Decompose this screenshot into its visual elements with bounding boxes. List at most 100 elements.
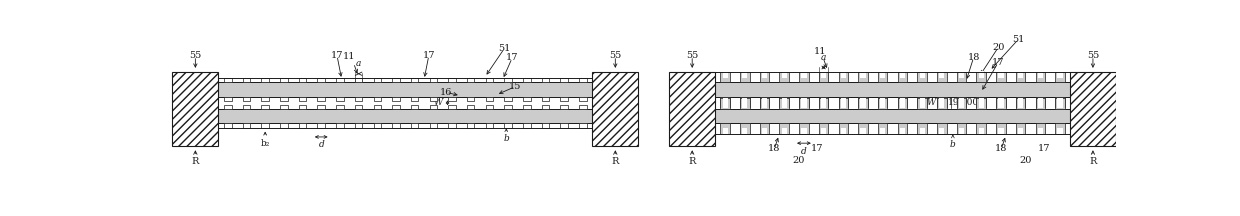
Bar [1038,98,1043,105]
Bar [939,98,945,105]
Bar [1016,97,1025,107]
Bar [1038,101,1043,108]
Bar [317,123,325,128]
Bar [978,127,983,134]
Bar [542,78,549,83]
Text: a: a [821,53,826,62]
Text: 18: 18 [967,53,980,62]
Bar [800,98,808,109]
Bar [898,98,908,109]
Text: d: d [801,146,807,156]
Bar [579,78,587,83]
Bar [781,71,787,78]
Bar [880,98,885,105]
Bar [486,105,494,109]
Bar [523,123,531,128]
Bar [821,98,826,105]
Bar [998,98,1003,105]
Bar [373,97,381,101]
Text: W: W [926,98,936,107]
Bar [900,71,905,78]
Text: b: b [503,134,510,143]
Bar [1016,72,1025,83]
Bar [593,73,639,146]
Bar [410,105,418,109]
Bar [841,71,846,78]
Bar [780,97,789,107]
Bar [878,123,888,134]
Bar [841,127,846,134]
Text: 19: 19 [947,98,959,107]
Text: 17: 17 [1038,144,1050,153]
Text: 20: 20 [992,43,1004,52]
Bar [878,72,888,83]
Bar [996,98,1006,109]
Text: 17: 17 [331,51,343,60]
Bar [861,98,866,105]
Bar [937,98,946,109]
Bar [392,78,399,83]
Bar [959,71,965,78]
Bar [243,105,250,109]
Bar [880,101,885,108]
Bar [355,78,362,83]
Bar [780,98,789,109]
Bar [959,101,965,108]
Bar [740,123,749,134]
Bar [761,127,768,134]
Bar [760,97,769,107]
Bar [760,72,769,83]
Bar [838,123,848,134]
Bar [280,97,288,101]
Bar [560,123,568,128]
Bar [900,101,905,108]
Bar [449,97,456,101]
Bar [998,71,1003,78]
Text: 18: 18 [768,145,780,154]
Bar [720,97,730,107]
Bar [841,101,846,108]
Bar [920,101,925,108]
Bar [998,127,1003,134]
Bar [373,78,381,83]
Bar [560,105,568,109]
Bar [299,105,306,109]
Bar [801,71,806,78]
Bar [1058,98,1063,105]
Bar [317,97,325,101]
Bar [579,105,587,109]
Bar [1018,98,1023,105]
Bar [978,71,983,78]
Bar [838,97,848,107]
Bar [821,127,826,134]
Bar [299,123,306,128]
Bar [299,97,306,101]
Bar [760,98,769,109]
Bar [858,98,868,109]
Bar [355,97,362,101]
Text: 55: 55 [609,51,621,60]
Bar [560,78,568,83]
Bar [392,97,399,101]
Bar [429,78,438,83]
Text: 11: 11 [813,47,826,56]
Bar [858,123,868,134]
Bar [939,71,945,78]
Bar [410,97,418,101]
Bar [740,98,749,109]
Text: a: a [356,59,361,68]
Bar [720,123,730,134]
Bar [937,72,946,83]
Bar [243,78,250,83]
Bar [243,123,250,128]
Text: 17: 17 [423,51,435,60]
Bar [996,97,1006,107]
Text: 16: 16 [440,88,453,97]
Bar [743,101,748,108]
Bar [373,123,381,128]
Bar [560,97,568,101]
Bar [858,72,868,83]
Bar [900,98,905,105]
Bar [523,78,531,83]
Text: 51: 51 [1012,35,1024,44]
